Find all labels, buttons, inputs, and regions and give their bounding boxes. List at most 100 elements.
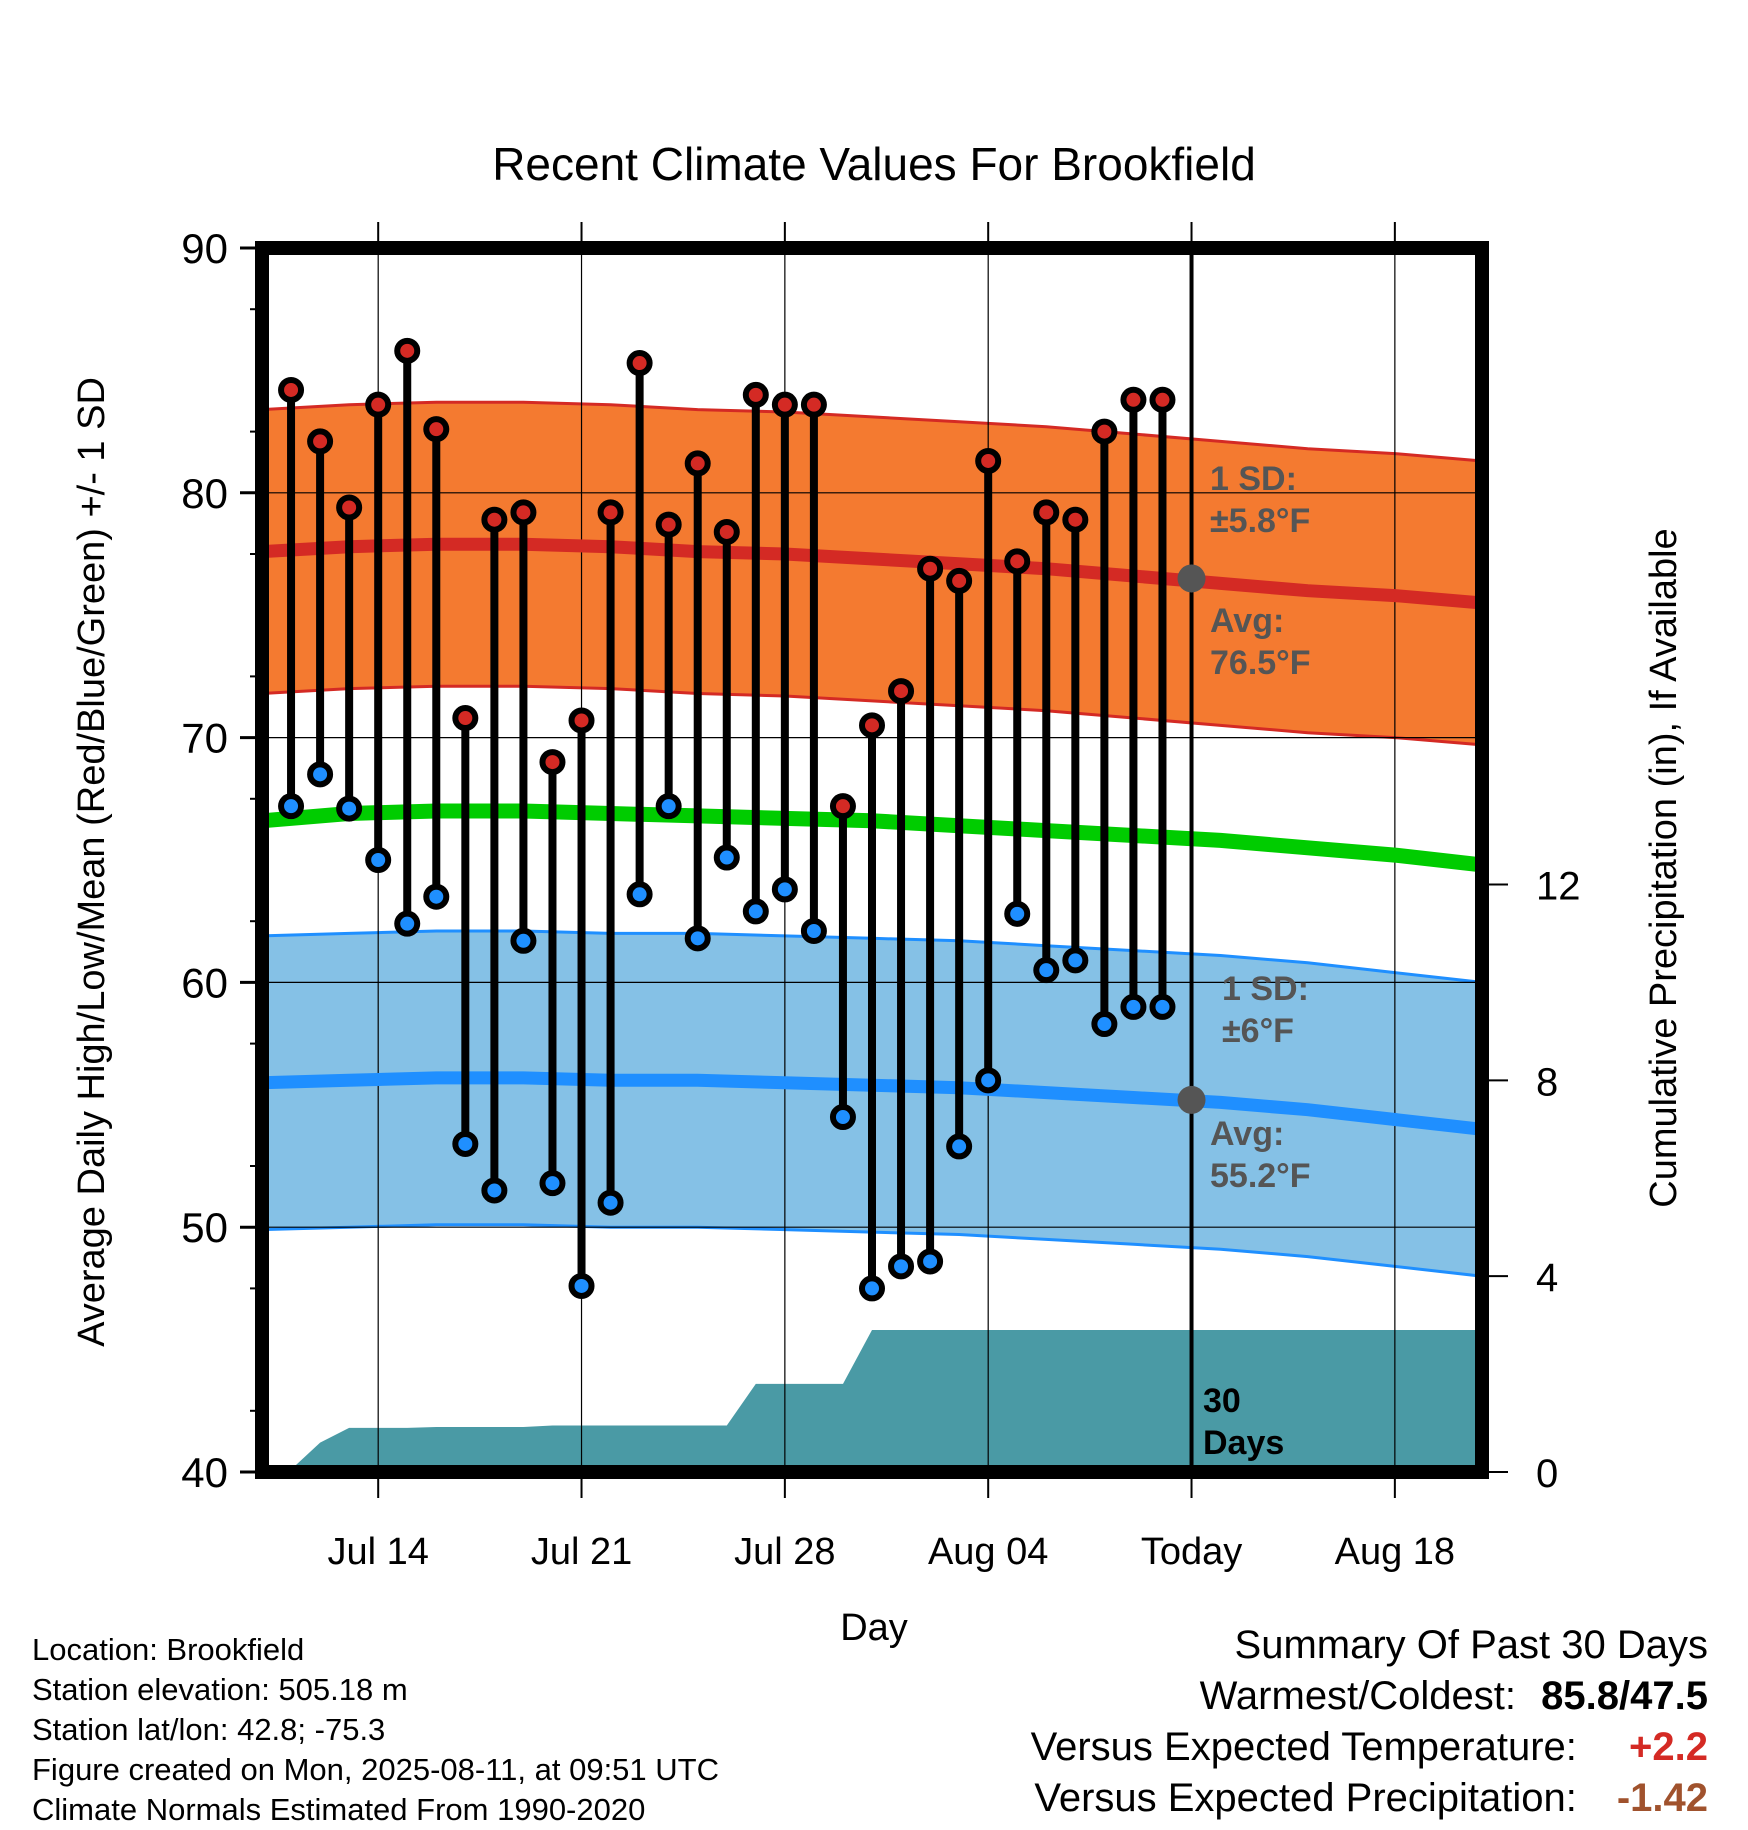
y2-tick-label: 8: [1536, 1060, 1558, 1104]
high-average-line: [261, 537, 1483, 610]
observed-low-point: [684, 925, 711, 952]
observed-high-point: [800, 391, 827, 418]
summary-title: Summary Of Past 30 Days: [1234, 1623, 1708, 1667]
x-tick-label: Today: [1141, 1531, 1242, 1573]
observed-high-point: [1091, 418, 1118, 445]
today-high-average-marker: [1177, 564, 1206, 593]
high-sd-label-1: ±5.8°F: [1210, 502, 1310, 540]
observed-low-point: [1062, 947, 1089, 974]
observed-low-point: [829, 1104, 856, 1131]
observed-low-point: [800, 917, 827, 944]
observed-high-point: [307, 428, 334, 455]
high-sd-band: [262, 402, 1482, 745]
x-tick-label: Aug 04: [928, 1531, 1048, 1573]
high-sd-label-0: 1 SD:: [1210, 460, 1297, 498]
coldest-value: 47.5: [1630, 1674, 1708, 1718]
observed-high-point: [975, 447, 1002, 474]
precipitation-departure-value: -1.42: [1616, 1776, 1708, 1820]
latlon-text: Station lat/lon: 42.8; -75.3: [32, 1712, 386, 1747]
low-sd-label-0: 1 SD:: [1222, 970, 1309, 1008]
observed-low-point: [597, 1189, 624, 1216]
observed-low-point: [655, 793, 682, 820]
x-axis-label: Day: [840, 1607, 908, 1649]
temperature-departure-row: Versus Expected Temperature: +2.2: [1031, 1722, 1708, 1773]
observed-low-point: [568, 1272, 595, 1299]
y-tick-label: 90: [181, 225, 228, 272]
observed-high-point: [626, 350, 653, 377]
observed-temperatures: [278, 337, 1176, 1302]
observed-high-point: [713, 518, 740, 545]
observed-low-point: [1149, 993, 1176, 1020]
chart-title: Recent Climate Values For Brookfield: [492, 138, 1256, 190]
observed-low-point: [307, 761, 334, 788]
observed-low-point: [771, 876, 798, 903]
precipitation-departure-row: Versus Expected Precipitation: -1.42: [1031, 1773, 1708, 1824]
normals-text: Climate Normals Estimated From 1990-2020: [32, 1792, 646, 1827]
observed-low-point: [975, 1067, 1002, 1094]
observed-high-point: [481, 506, 508, 533]
low-sd-label-1: ±6°F: [1222, 1012, 1294, 1050]
observed-high-point: [946, 567, 973, 594]
y2-tick-label: 12: [1536, 864, 1581, 908]
y-tick-label: 50: [181, 1204, 228, 1251]
days-label-1: Days: [1203, 1424, 1284, 1462]
observed-high-point: [423, 416, 450, 443]
high-band-upper-edge: [261, 400, 1483, 463]
observed-low-point: [365, 847, 392, 873]
observed-high-point: [1004, 548, 1031, 575]
y2-axis-label: Cumulative Precipitation (in), If Availa…: [1643, 528, 1685, 1207]
x-tick-label: Jul 28: [734, 1531, 835, 1573]
x-tick-label: Aug 18: [1335, 1531, 1455, 1573]
observed-low-point: [394, 910, 421, 937]
precipitation-area: [262, 1330, 1482, 1472]
observed-high-point: [539, 749, 566, 776]
high-avg-label-1: 76.5°F: [1210, 644, 1311, 682]
observed-high-point: [394, 337, 421, 364]
y2-tick-label: 0: [1536, 1452, 1558, 1496]
x-tick-label: Jul 21: [531, 1531, 632, 1573]
low-avg-label-0: Avg:: [1210, 1115, 1284, 1153]
observed-low-point: [859, 1275, 885, 1302]
observed-low-point: [1091, 1011, 1118, 1038]
warmest-coldest-value: 85.8/47.5: [1541, 1674, 1708, 1718]
location-text: Location: Brookfield: [32, 1632, 305, 1667]
x-tick-label: Jul 14: [327, 1531, 428, 1573]
observed-low-point: [946, 1133, 973, 1160]
observed-high-point: [452, 705, 479, 732]
low-avg-label-1: 55.2°F: [1210, 1157, 1311, 1195]
observed-low-point: [713, 844, 740, 871]
temperature-departure-label: Versus Expected Temperature:: [1030, 1725, 1577, 1769]
temperature-departure-value: +2.2: [1629, 1725, 1708, 1769]
observed-low-point: [278, 793, 305, 820]
station-info: Location: Brookfield Station elevation: …: [32, 1630, 719, 1830]
observed-high-point: [336, 494, 363, 521]
warmest-coldest-row: Warmest/Coldest: 85.8/47.5: [1031, 1671, 1708, 1722]
created-text: Figure created on Mon, 2025-08-11, at 09…: [32, 1752, 719, 1787]
observed-low-point: [539, 1170, 566, 1197]
observed-high-point: [1120, 386, 1147, 413]
observed-high-point: [1033, 499, 1060, 526]
observed-high-point: [1062, 506, 1089, 533]
today-low-average-marker: [1177, 1085, 1206, 1114]
observed-high-point: [684, 450, 711, 477]
observed-high-point: [365, 391, 392, 418]
observed-high-point: [888, 678, 915, 705]
annotations: 1 SD: ±5.8°F Avg: 76.5°F 1 SD: ±6°F Avg: 55.2°F…: [1177, 460, 1311, 1462]
observed-high-point: [917, 555, 944, 582]
precipitation-departure-label: Versus Expected Precipitation:: [1034, 1776, 1577, 1820]
observed-low-point: [888, 1253, 915, 1280]
observed-low-point: [1004, 900, 1031, 927]
high-band-lower-edge: [261, 684, 1483, 747]
observed-high-point: [771, 391, 798, 418]
observed-low-point: [742, 898, 769, 925]
y-tick-label: 40: [181, 1449, 228, 1496]
observed-low-point: [917, 1248, 944, 1275]
elevation-text: Station elevation: 505.18 m: [32, 1672, 408, 1707]
y2-tick-label: 4: [1536, 1256, 1558, 1300]
days-label-0: 30: [1203, 1382, 1241, 1420]
observed-high-point: [1149, 386, 1176, 413]
observed-low-point: [481, 1177, 508, 1204]
plot-frame: [255, 241, 1489, 1479]
